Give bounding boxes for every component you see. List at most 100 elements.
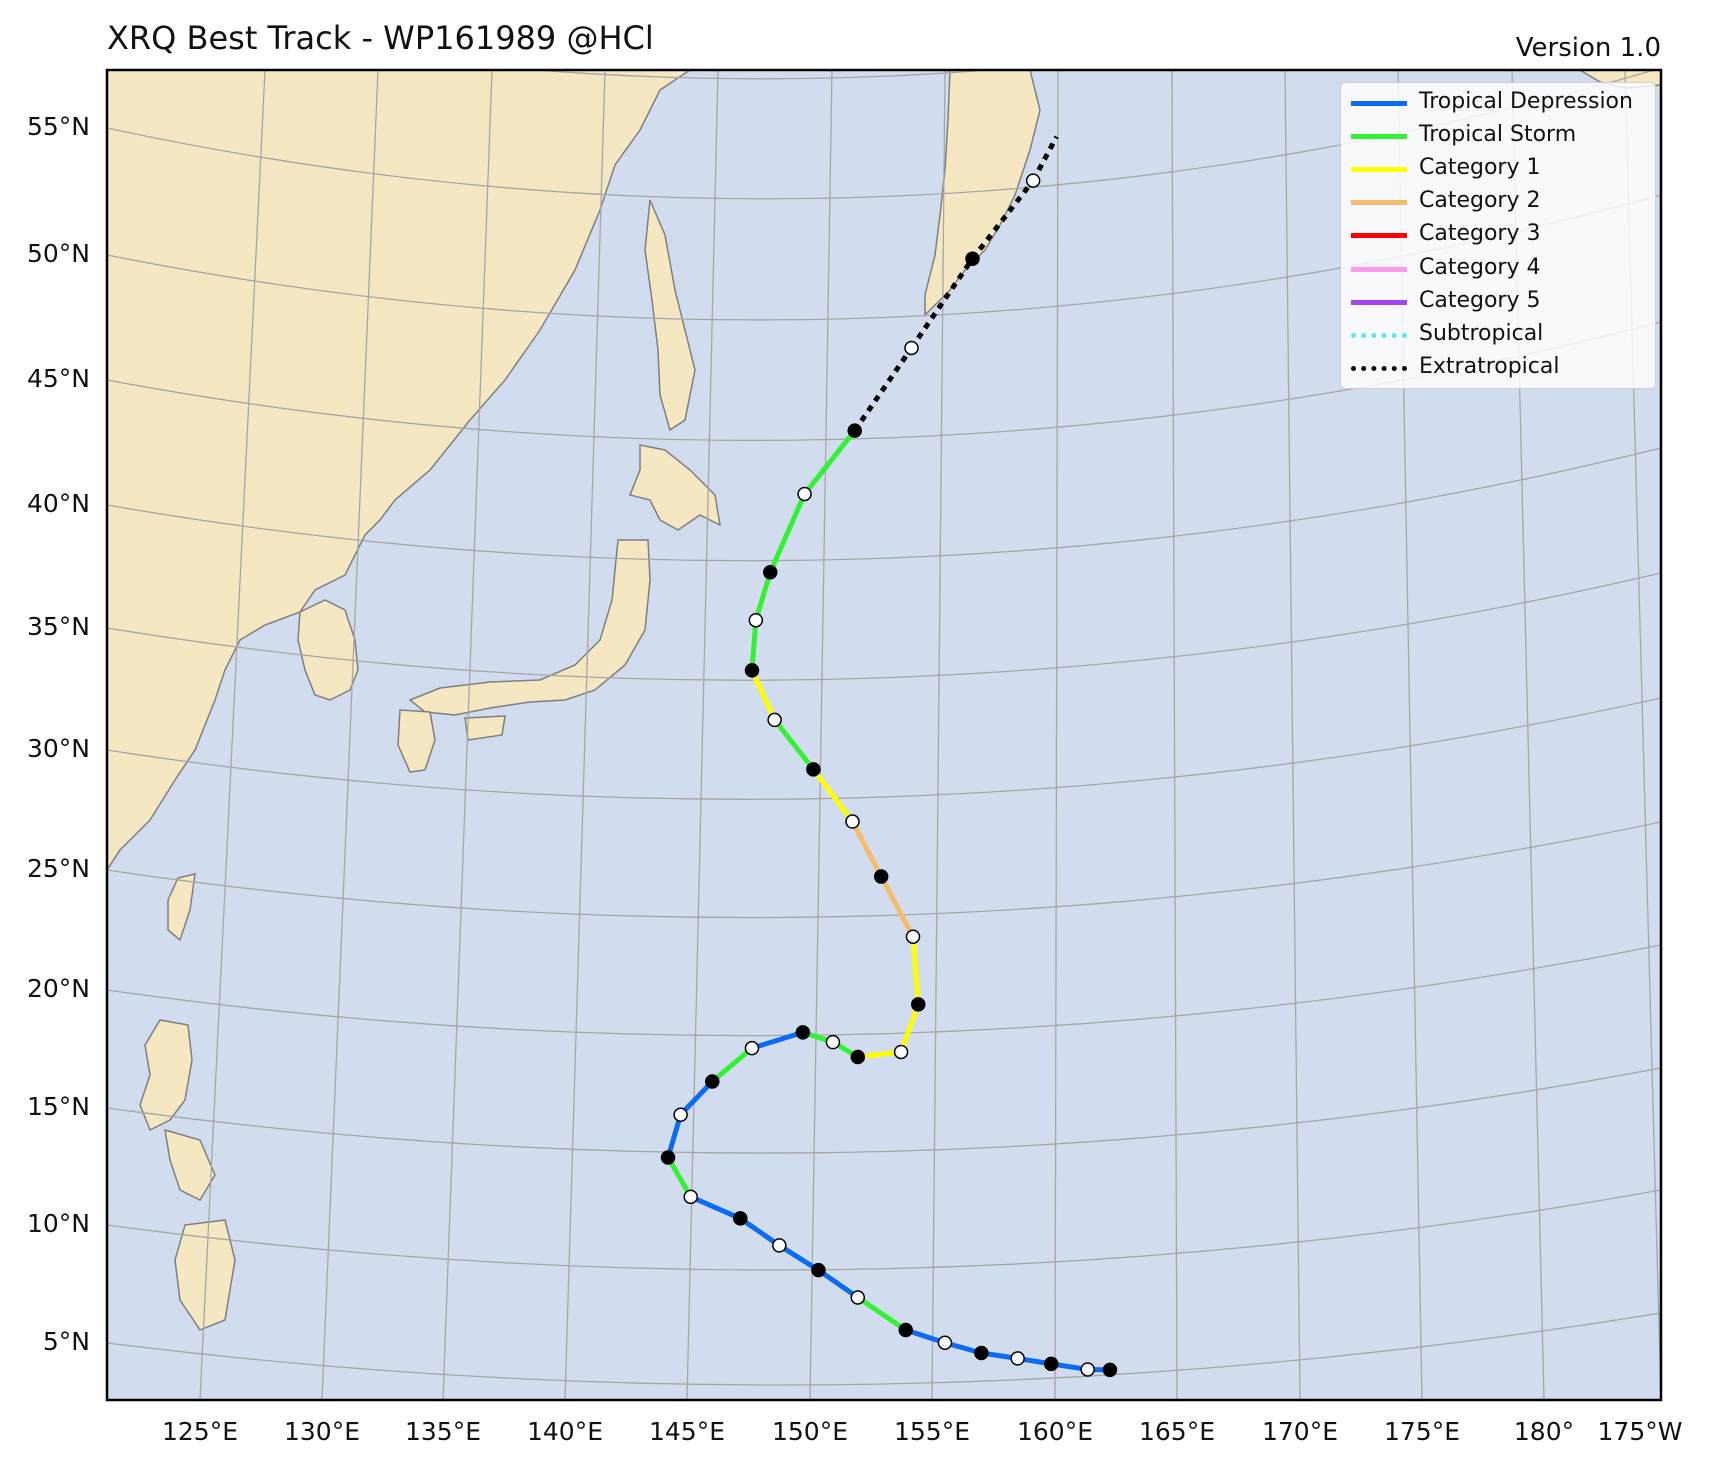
lat-label: 5°N: [43, 1327, 90, 1356]
track-segment: [878, 874, 916, 940]
track-segment: [767, 491, 808, 575]
track-segment: [810, 766, 855, 825]
legend-swatch: [1351, 300, 1407, 305]
track-segment: [1030, 135, 1059, 182]
mindanao-island: [174, 1219, 236, 1331]
track-point: [797, 486, 812, 502]
legend-swatch: [1351, 200, 1407, 205]
lon-label: 160°E: [1017, 1417, 1093, 1446]
track-point: [845, 814, 860, 829]
legend-swatch: [1351, 134, 1407, 139]
legend-item: Category 3: [1341, 219, 1655, 249]
track-point: [873, 869, 889, 884]
track-point: [1043, 1356, 1059, 1372]
lon-label: 180°: [1514, 1417, 1574, 1446]
track-segment: [852, 346, 914, 433]
track-point: [850, 1290, 866, 1305]
legend-label: Subtropical: [1419, 321, 1544, 346]
track-point: [1025, 173, 1041, 188]
legend: Tropical Depression Tropical Storm Categ…: [1340, 82, 1656, 389]
track-segment: [855, 1049, 904, 1060]
legend-label: Tropical Depression: [1419, 89, 1633, 114]
track-point: [673, 1107, 688, 1122]
track-segment: [802, 428, 858, 497]
lon-label: 150°E: [772, 1417, 848, 1446]
legend-swatch: [1351, 167, 1407, 172]
legend-swatch: [1351, 267, 1407, 272]
track-point: [772, 1238, 787, 1253]
map-title: XRQ Best Track - WP161989 @HCl: [107, 19, 654, 57]
legend-label: Category 5: [1419, 288, 1541, 313]
track-segment: [665, 1154, 694, 1200]
legend-swatch: [1351, 233, 1407, 238]
track-point: [744, 1040, 760, 1056]
track-point: [763, 565, 778, 580]
legend-item: Subtropical: [1341, 319, 1655, 349]
track-segment: [910, 934, 921, 1007]
track-point: [850, 1049, 866, 1065]
map-frame: [105, 68, 1663, 1402]
hokkaido-island: [628, 444, 721, 531]
track-point: [965, 251, 980, 266]
lon-label: 135°E: [405, 1417, 481, 1446]
track-segment: [678, 1078, 715, 1118]
sakhalin-island: [644, 199, 696, 432]
kamchatka-peninsula: [924, 70, 1041, 317]
lon-label: 140°E: [527, 1417, 603, 1446]
lon-label: 170°E: [1262, 1417, 1338, 1446]
lat-label: 50°N: [27, 239, 90, 268]
lat-label: 20°N: [27, 974, 90, 1003]
longitude-labels: 125°E 130°E 135°E 140°E 145°E 150°E 155°…: [162, 1417, 1682, 1446]
lat-label: 15°N: [27, 1092, 90, 1121]
korea-peninsula: [297, 599, 359, 701]
track-segment: [737, 1215, 782, 1248]
legend-label: Category 3: [1419, 221, 1541, 246]
legend-label: Extratropical: [1419, 354, 1560, 379]
legend-item: Category 1: [1341, 153, 1655, 183]
version-label: Version 1.0: [1515, 33, 1661, 63]
track-segment: [749, 1029, 806, 1051]
track-point: [705, 1074, 720, 1089]
legend-swatch: [1351, 333, 1407, 338]
track-point: [795, 1025, 811, 1040]
lon-label: 145°E: [649, 1417, 725, 1446]
legend-item: Category 5: [1341, 286, 1655, 316]
track-point: [1010, 1351, 1025, 1366]
track-point: [1080, 1362, 1095, 1377]
track-segment: [815, 1267, 861, 1300]
track-point: [660, 1150, 676, 1165]
track-segment: [749, 617, 759, 673]
legend-item: Tropical Storm: [1341, 120, 1655, 150]
legend-label: Category 4: [1419, 255, 1541, 280]
honshu-island: [408, 539, 651, 716]
track-segment: [776, 1242, 821, 1273]
storm-track: [660, 135, 1118, 1378]
track-point: [767, 712, 782, 728]
lat-label: 35°N: [27, 612, 90, 641]
legend-label: Category 2: [1419, 188, 1541, 213]
track-point: [911, 997, 926, 1012]
track-segment: [749, 667, 778, 723]
legend-item: Tropical Depression: [1341, 87, 1655, 117]
track-segment: [772, 717, 816, 772]
lon-label: 155°E: [894, 1417, 970, 1446]
track-segment: [849, 819, 884, 880]
track-point: [733, 1211, 748, 1226]
track-point: [905, 929, 921, 944]
lon-label: 125°E: [162, 1417, 238, 1446]
legend-item: Category 2: [1341, 186, 1655, 216]
luzon-island: [139, 1019, 193, 1132]
track-point: [1102, 1362, 1118, 1378]
track-point: [825, 1034, 841, 1050]
lat-label: 25°N: [27, 854, 90, 883]
track-segment: [855, 1294, 909, 1333]
lat-label: 30°N: [27, 734, 90, 763]
taiwan-island: [167, 873, 196, 942]
legend-label: Tropical Storm: [1419, 122, 1577, 147]
legend-item: Category 4: [1341, 253, 1655, 283]
track-point: [811, 1262, 826, 1278]
track-point: [683, 1189, 698, 1205]
track-point: [748, 612, 764, 628]
legend-swatch: [1351, 101, 1407, 106]
lon-label: 165°E: [1139, 1417, 1215, 1446]
